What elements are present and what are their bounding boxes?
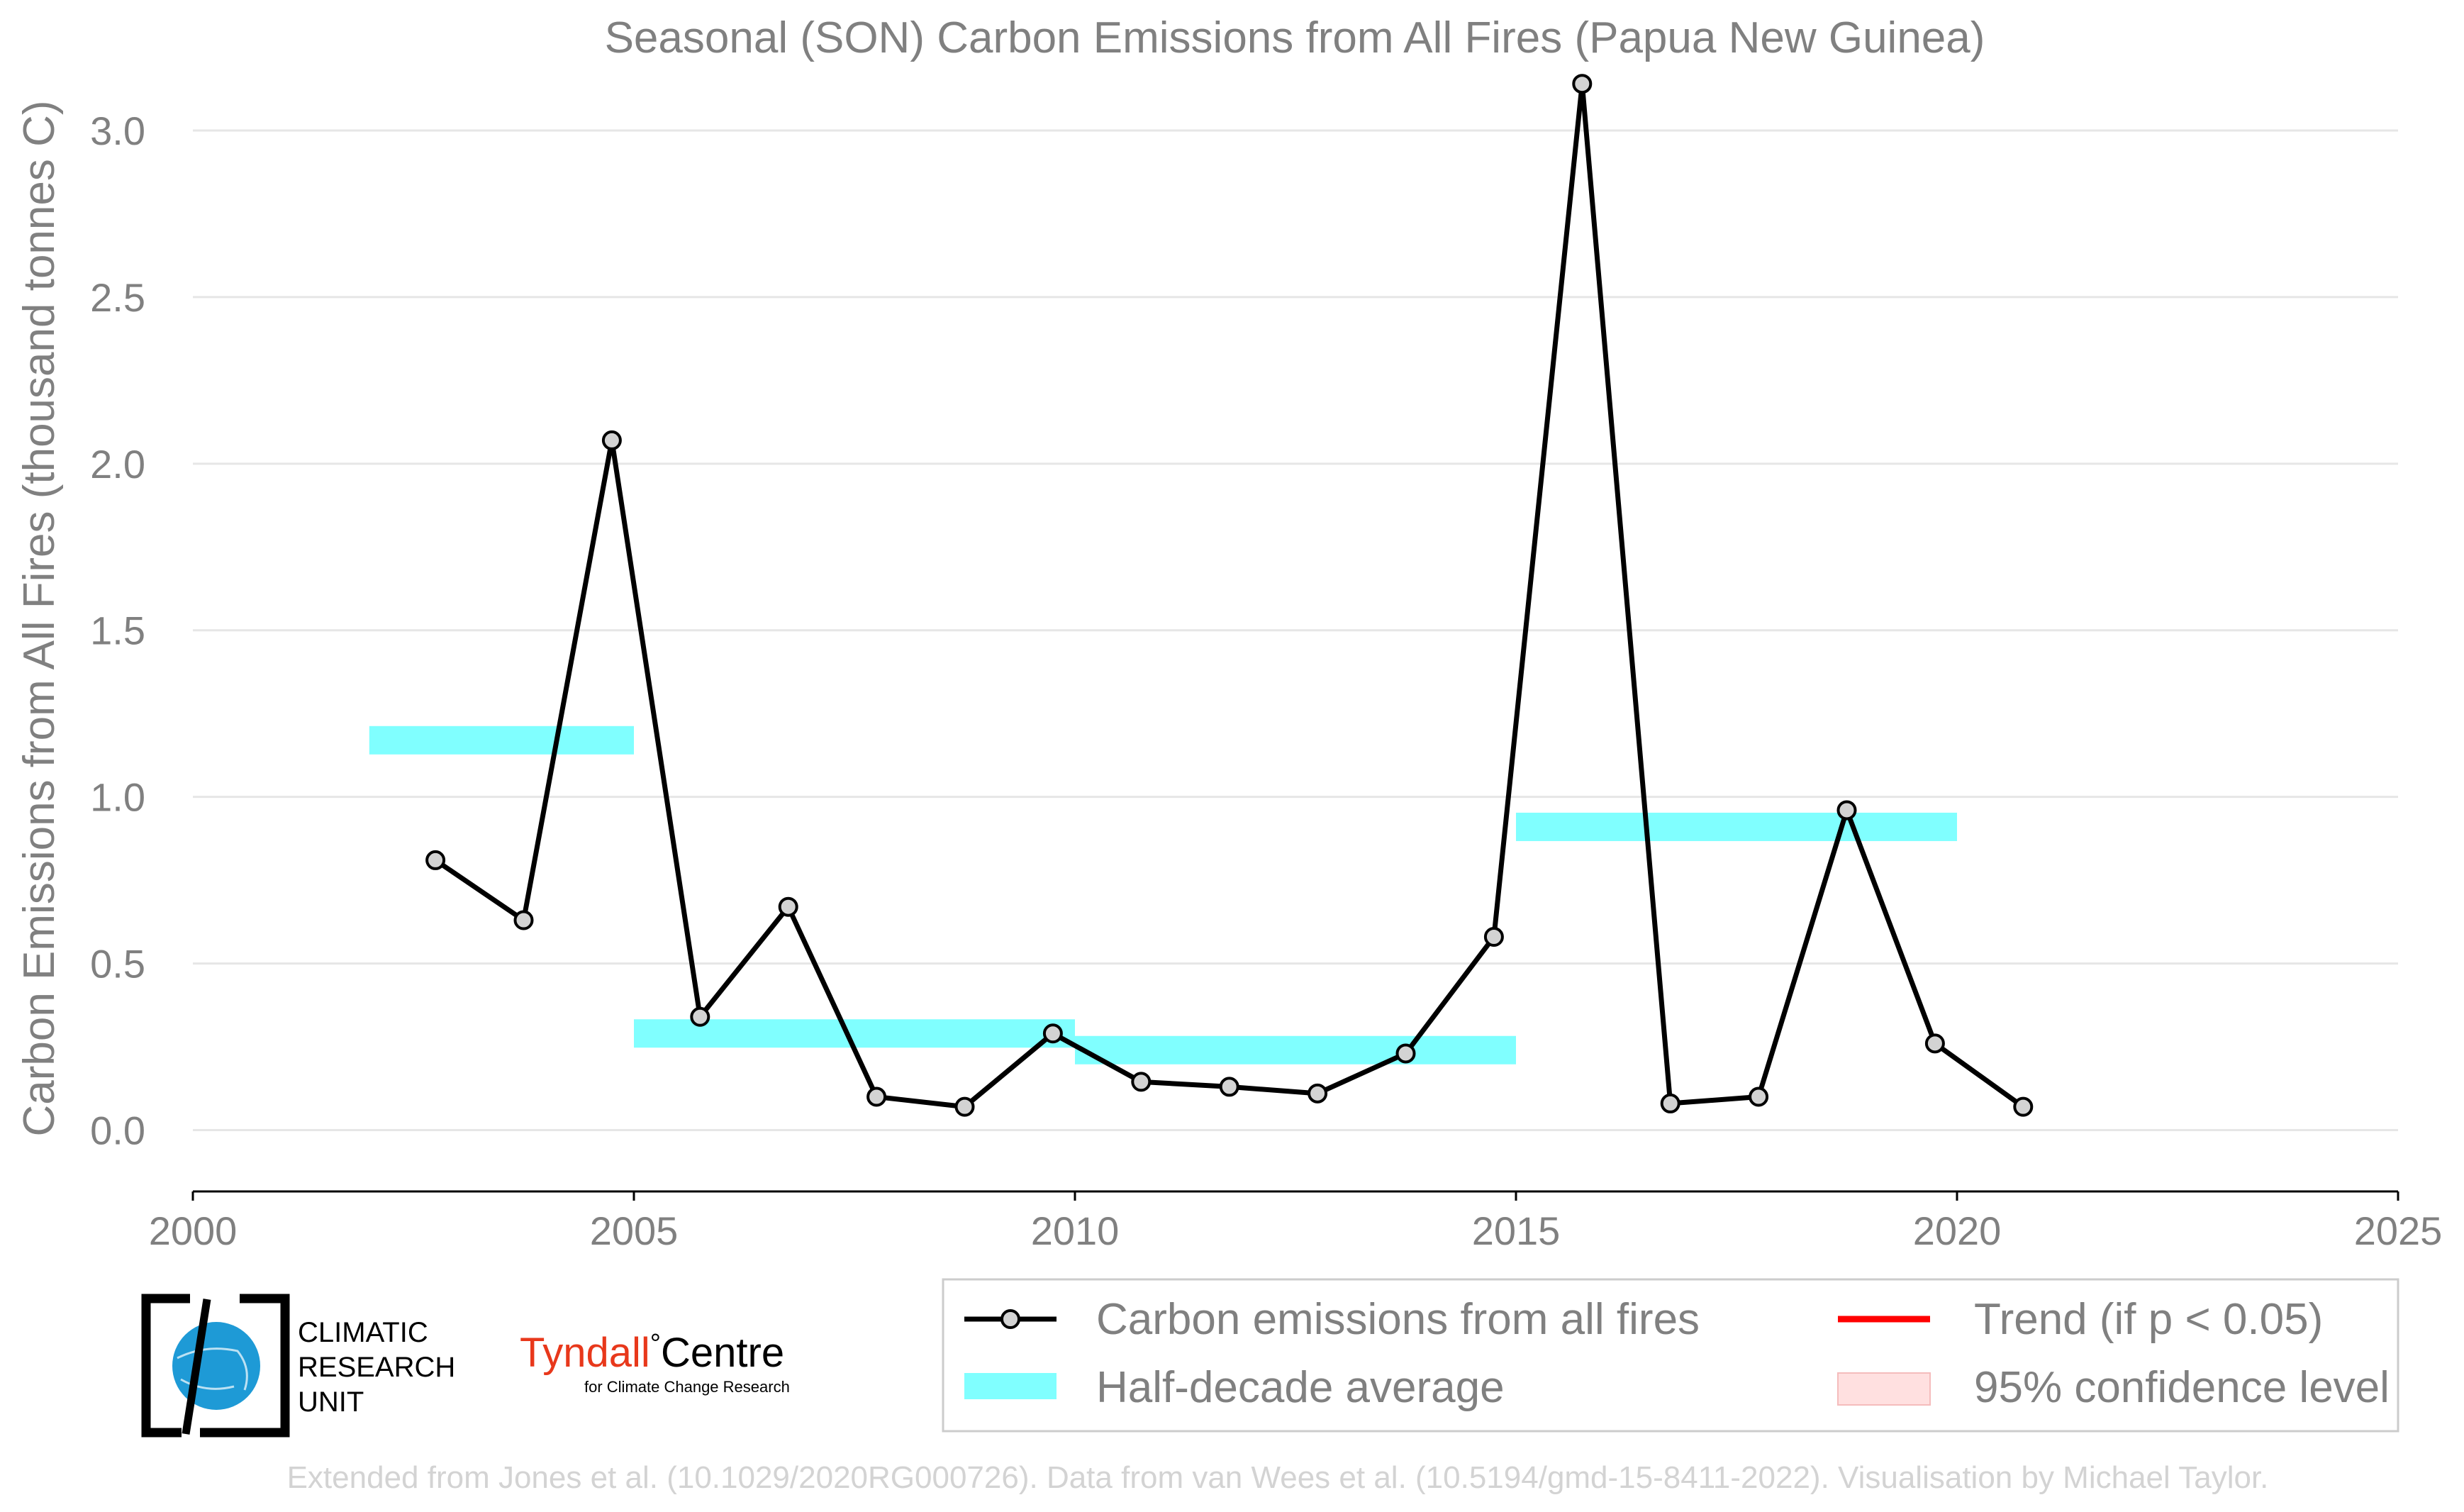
- y-tick-label: 1.5: [90, 608, 145, 653]
- emissions-series: [425, 74, 2034, 1117]
- emissions-line: [434, 81, 2025, 1110]
- data-point: [1749, 1086, 1769, 1107]
- y-tick-label: 1.0: [90, 775, 145, 820]
- tyndall-logo: Tyndall°Centre for Climate Change Resear…: [520, 1329, 790, 1396]
- data-point: [690, 1006, 710, 1027]
- half-decade-band: [1075, 1035, 1516, 1064]
- data-point: [1395, 1043, 1416, 1064]
- legend-label-confidence: 95% confidence level: [1974, 1363, 2390, 1412]
- x-ticks: [191, 1191, 2399, 1201]
- x-tick-label: 2010: [1031, 1208, 1120, 1253]
- x-tick-label: 2020: [1913, 1208, 2002, 1253]
- legend-label-emissions: Carbon emissions from all fires: [1096, 1295, 1700, 1344]
- data-point: [1308, 1083, 1328, 1104]
- legend: Carbon emissions from all fires Half-dec…: [942, 1278, 2399, 1433]
- y-tick-label: 0.0: [90, 1108, 145, 1153]
- cru-slash: [182, 1299, 211, 1435]
- cru-logo: CLIMATIC RESEARCH UNIT: [141, 1294, 455, 1438]
- y-tick-labels: 0.0 0.5 1.0 1.5 2.0 2.5 3.0: [90, 109, 145, 1153]
- legend-marker-symbol: [1000, 1309, 1020, 1329]
- svg-text:Tyndall°Centre: Tyndall°Centre: [520, 1329, 784, 1376]
- globe-contour: [177, 1347, 248, 1391]
- data-point: [2013, 1096, 2034, 1117]
- footer-credit: Extended from Jones et al. (10.1029/2020…: [287, 1460, 2269, 1495]
- legend-label-half-decade: Half-decade average: [1096, 1363, 1505, 1412]
- x-tick-label: 2000: [149, 1208, 238, 1253]
- data-point: [1836, 800, 1857, 821]
- data-point: [1924, 1033, 1945, 1054]
- cru-bracket-right: [200, 1294, 290, 1438]
- cru-bracket-left: [141, 1294, 190, 1438]
- legend-label-trend: Trend (if p < 0.05): [1974, 1295, 2323, 1344]
- half-decade-average-bands: [369, 726, 1957, 1064]
- x-tick-label: 2015: [1472, 1208, 1561, 1253]
- x-tick-label: 2005: [590, 1208, 679, 1253]
- globe-icon: [172, 1322, 260, 1410]
- y-tick-label: 0.5: [90, 942, 145, 986]
- y-tick-label: 2.0: [90, 442, 145, 487]
- data-point: [1131, 1072, 1152, 1092]
- cru-text-line-3: UNIT: [298, 1386, 364, 1418]
- data-point: [513, 910, 534, 930]
- data-point: [954, 1096, 975, 1117]
- cru-text-line-1: CLIMATIC: [298, 1317, 428, 1348]
- data-point: [778, 896, 798, 917]
- data-point: [1042, 1023, 1063, 1044]
- data-point: [425, 850, 446, 870]
- legend-frame: [942, 1278, 2399, 1433]
- y-tick-label: 2.5: [90, 275, 145, 320]
- y-tick-label: 3.0: [90, 109, 145, 153]
- data-point: [1219, 1077, 1239, 1097]
- y-axis-label: Carbon Emissions from All Fires (thousan…: [15, 100, 64, 1136]
- globe-contour: [180, 1378, 235, 1390]
- legend-confidence-symbol: [1837, 1372, 1931, 1406]
- tyndall-degree: °: [650, 1329, 661, 1359]
- legend-band-symbol: [964, 1373, 1057, 1399]
- data-point: [601, 430, 622, 450]
- data-point: [1483, 926, 1504, 947]
- half-decade-band: [634, 1019, 1075, 1048]
- data-point: [866, 1086, 887, 1107]
- half-decade-band: [1516, 812, 1957, 841]
- half-decade-band: [369, 726, 634, 755]
- x-tick-label: 2025: [2354, 1208, 2443, 1253]
- chart-title: Seasonal (SON) Carbon Emissions from All…: [605, 13, 1985, 62]
- tyndall-centre-word: Centre: [661, 1330, 784, 1376]
- gridlines: [193, 129, 2398, 1132]
- data-point: [1660, 1093, 1680, 1113]
- tyndall-word: Tyndall: [520, 1330, 650, 1376]
- data-point: [1572, 74, 1593, 94]
- x-tick-labels: 2000 2005 2010 2015 2020 2025: [149, 1208, 2443, 1253]
- cru-text-line-2: RESEARCH: [298, 1352, 455, 1383]
- tyndall-subtitle: for Climate Change Research: [584, 1378, 790, 1396]
